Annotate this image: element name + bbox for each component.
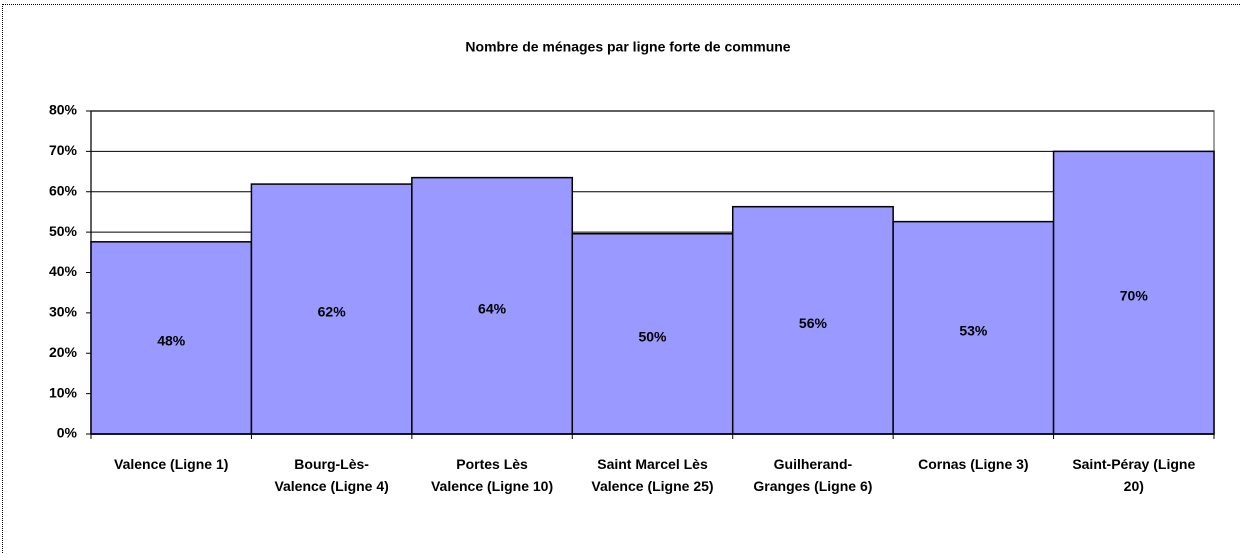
x-tick-label: Valence (Ligne 1): [114, 456, 229, 472]
y-tick-label: 80%: [49, 102, 78, 118]
y-tick-label: 60%: [49, 182, 78, 198]
frame: [2, 4, 1240, 553]
bar: [411, 176, 574, 435]
x-tick-label: Guilherand-Granges (Ligne 6): [753, 456, 873, 494]
bar: [90, 241, 253, 435]
bar: [892, 220, 1055, 435]
bar: [250, 183, 413, 435]
y-tick-label: 40%: [49, 263, 78, 279]
y-tick-label: 20%: [49, 344, 78, 360]
value-label: 53%: [959, 323, 988, 339]
bar: [731, 205, 894, 435]
chart-title: Nombre de ménages par ligne forte de com…: [465, 39, 790, 55]
x-tick-label: Cornas (Ligne 3): [918, 456, 1029, 472]
value-label: 70%: [1120, 287, 1149, 303]
value-label: 64%: [478, 301, 507, 317]
value-label: 56%: [799, 315, 828, 331]
value-label: 62%: [318, 304, 347, 320]
value-label: 50%: [638, 329, 667, 345]
x-tick-label: Saint-Péray (Ligne 20): [1072, 456, 1196, 494]
y-tick-label: 0%: [57, 425, 78, 441]
value-label: 48%: [157, 333, 186, 349]
bar: [1052, 150, 1215, 435]
y-tick-label: 10%: [49, 384, 78, 400]
x-tick-label: Bourg-Lès-Valence (Ligne 4): [274, 456, 389, 494]
bar: [571, 232, 734, 435]
y-tick-label: 30%: [49, 304, 78, 320]
y-tick-label: 70%: [49, 142, 78, 158]
x-tick-label: Portes Lès Valence (Ligne 10): [430, 456, 554, 494]
y-tick-label: 50%: [49, 223, 78, 239]
x-tick-label: Saint Marcel Lès Valence (Ligne 25): [591, 456, 714, 494]
